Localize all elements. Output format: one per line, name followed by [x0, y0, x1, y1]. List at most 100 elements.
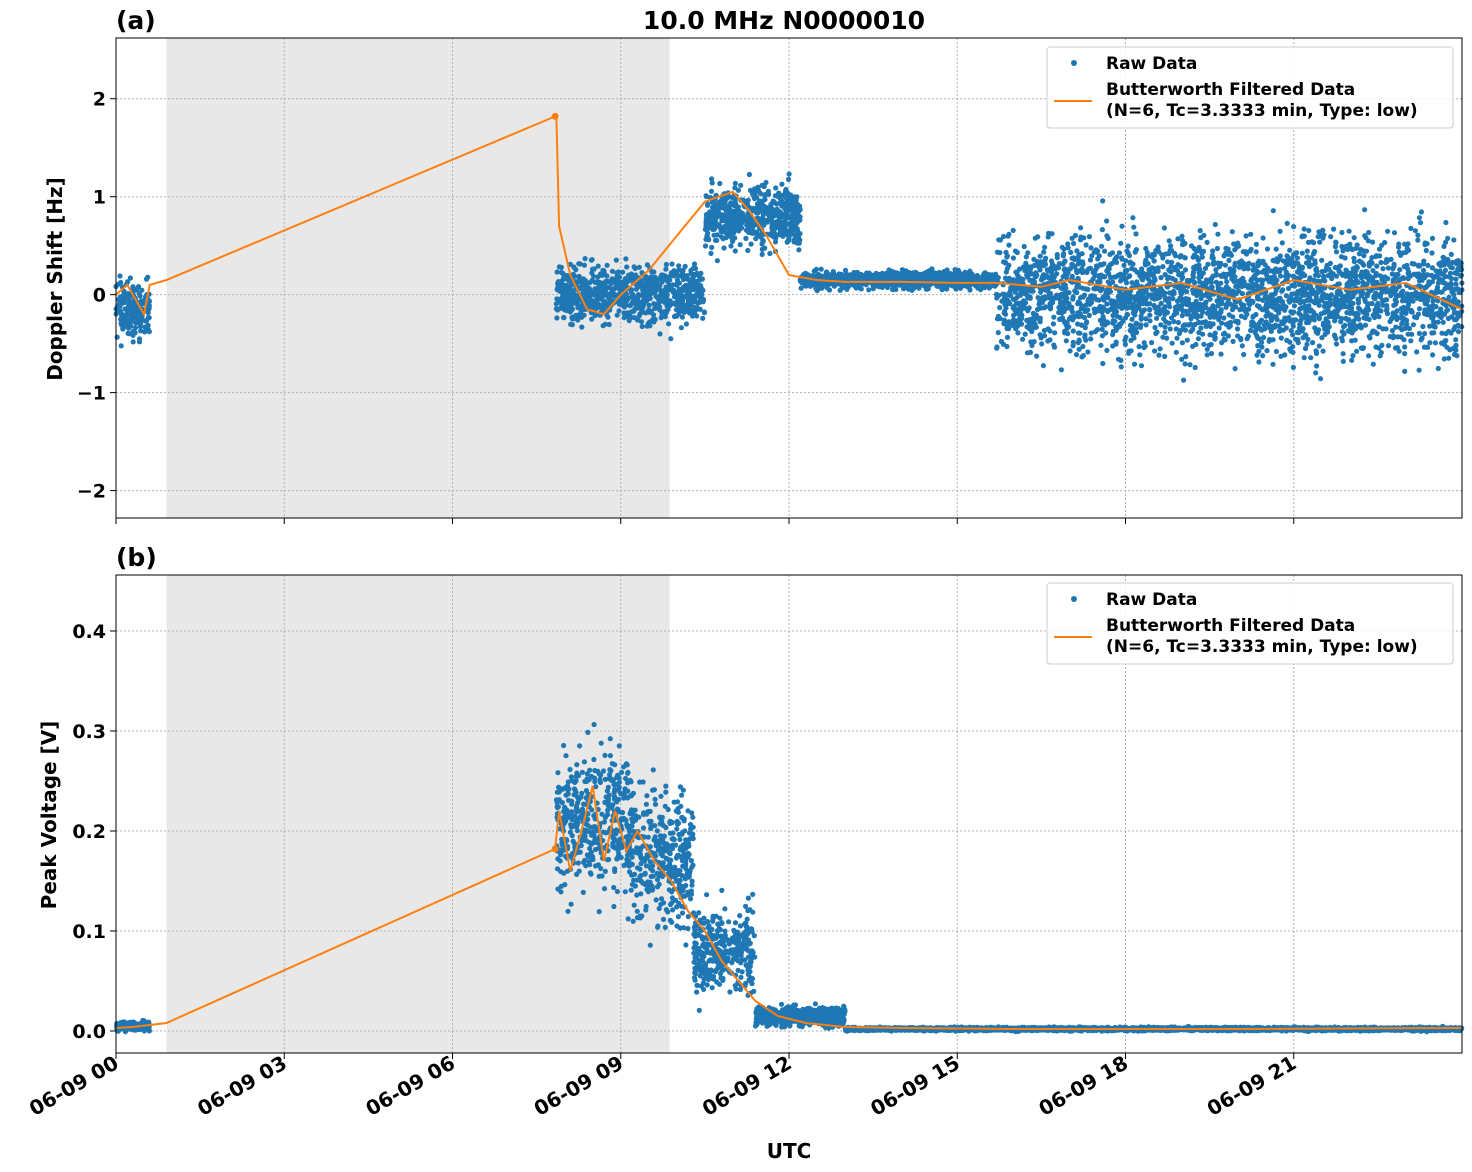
raw-data-point [1237, 307, 1243, 313]
raw-data-point [737, 242, 743, 248]
raw-data-point [1139, 309, 1145, 315]
raw-data-point [657, 307, 663, 313]
raw-data-point [1435, 365, 1441, 372]
raw-data-point [1065, 241, 1071, 247]
raw-data-point [1240, 249, 1246, 255]
raw-data-point [636, 264, 642, 270]
y-tick-label: −1 [77, 383, 106, 405]
raw-data-point [1368, 287, 1374, 293]
raw-data-point [142, 324, 148, 330]
raw-data-point [1075, 282, 1082, 288]
raw-data-point [1420, 323, 1426, 330]
raw-data-point [690, 297, 696, 303]
raw-data-point [1006, 275, 1013, 281]
raw-data-point [931, 273, 937, 279]
raw-data-point [1113, 259, 1120, 265]
raw-data-point [628, 271, 635, 277]
raw-data-point [1280, 258, 1286, 264]
raw-data-point [1370, 239, 1376, 245]
raw-data-point [807, 283, 814, 289]
raw-data-point [1182, 327, 1188, 333]
raw-data-point [687, 284, 693, 290]
raw-data-point [594, 300, 600, 306]
raw-data-point [1264, 303, 1270, 309]
raw-data-point [1255, 263, 1261, 269]
raw-data-point [1416, 215, 1422, 221]
raw-data-point [1082, 334, 1088, 340]
raw-data-point [606, 321, 612, 328]
raw-data-point [1034, 306, 1041, 313]
raw-data-point [604, 262, 610, 268]
raw-data-point [904, 283, 910, 289]
raw-data-point [773, 185, 779, 191]
raw-data-point [592, 312, 598, 318]
raw-data-point [726, 203, 732, 209]
raw-data-point [918, 272, 924, 278]
raw-data-point [1133, 297, 1139, 303]
raw-data-point [1142, 262, 1149, 268]
raw-data-point [124, 294, 130, 300]
raw-data-point [688, 267, 694, 274]
raw-data-point [1049, 231, 1055, 237]
raw-data-point [643, 286, 649, 292]
raw-data-point [722, 226, 728, 232]
raw-data-point [1200, 331, 1206, 337]
raw-data-point [1004, 253, 1011, 259]
raw-data-point [139, 287, 145, 293]
raw-data-point [639, 323, 645, 330]
raw-data-point [818, 266, 824, 272]
raw-data-point [1207, 332, 1213, 338]
raw-data-point [556, 299, 562, 305]
raw-data-point [1167, 326, 1173, 332]
raw-data-point [926, 268, 932, 274]
raw-data-point [1410, 322, 1416, 328]
raw-data-point [661, 299, 668, 305]
raw-data-point [1306, 303, 1312, 309]
raw-data-point [646, 302, 652, 308]
raw-data-point [688, 310, 694, 316]
raw-data-point [1058, 367, 1064, 373]
raw-data-point [1279, 240, 1285, 246]
raw-data-point [1188, 328, 1194, 335]
raw-data-point [704, 202, 711, 208]
raw-data-point [1289, 291, 1295, 297]
raw-data-point [659, 279, 665, 285]
raw-data-point [1032, 235, 1038, 241]
raw-data-point [1179, 313, 1185, 319]
raw-data-point [1339, 229, 1345, 236]
raw-data-point [1196, 275, 1202, 281]
raw-data-point [826, 281, 832, 287]
raw-data-point [1314, 363, 1320, 369]
raw-data-point [1270, 361, 1276, 367]
raw-data-point [1333, 341, 1340, 347]
raw-data-point [1273, 348, 1279, 355]
raw-data-point [640, 281, 646, 287]
raw-data-point [554, 269, 560, 275]
raw-data-point [1402, 351, 1408, 357]
raw-data-point [1308, 355, 1314, 361]
raw-data-point [1279, 299, 1286, 305]
raw-data-point [675, 273, 681, 279]
raw-data-point [1380, 302, 1386, 308]
raw-data-point [628, 289, 634, 295]
raw-data-point [613, 284, 619, 290]
raw-data-point [629, 294, 635, 300]
raw-data-point [1162, 272, 1168, 278]
raw-data-point [1411, 271, 1417, 277]
raw-data-point [732, 248, 738, 254]
raw-data-point [797, 217, 803, 223]
raw-data-point [1193, 298, 1199, 304]
raw-data-point [778, 197, 784, 203]
raw-data-point [952, 267, 958, 273]
raw-data-point [1071, 313, 1077, 319]
raw-data-point [679, 298, 685, 304]
raw-data-point [1105, 320, 1111, 326]
raw-data-point [769, 205, 775, 211]
raw-data-point [1333, 249, 1340, 255]
raw-data-point [766, 191, 772, 197]
raw-data-point [1352, 337, 1358, 343]
raw-data-point [1065, 331, 1071, 337]
raw-data-point [1010, 255, 1017, 261]
raw-data-point [1226, 312, 1232, 318]
raw-data-point [1117, 271, 1123, 277]
